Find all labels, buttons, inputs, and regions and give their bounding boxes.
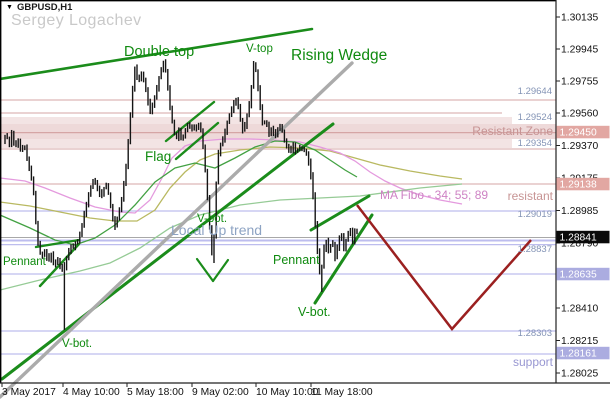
symbol-text: GBPUSD,H1 [16,2,73,13]
y-tick-label: 1.28025 [561,369,598,380]
price-badge-label: 1.29138 [560,180,597,191]
symbol-label[interactable]: ▼ GBPUSD,H1 [6,2,72,13]
annotation-v-bot-: V-bot. [298,305,331,319]
y-tick-label: 1.30135 [561,13,598,24]
annotation-v-bot-: V-bot. [197,213,227,225]
annotation-resistant: resistant [508,189,554,203]
v-mark-right[interactable] [211,258,230,283]
annotation-v-bot-: V-bot. [62,338,92,350]
level-price-label: 1.28303 [518,328,552,339]
candlesticks [4,59,358,330]
annotation-flag: Flag [145,149,171,164]
y-tick-label: 1.29560 [561,109,598,120]
v-mark-left[interactable] [195,257,215,283]
level-price-label: 1.29354 [518,138,552,149]
price-badge [556,125,610,139]
pennant2-lower-line[interactable] [313,213,374,305]
price-badge-label: 1.29450 [560,128,597,139]
ma-long-curve [0,183,463,291]
level-price-label: 1.29019 [518,209,552,220]
annotation-pennant: Pennant [273,253,320,267]
y-tick-label: 1.28985 [561,206,598,217]
y-tick-label: 1.28410 [561,304,598,315]
price-badge-label: 1.28161 [560,349,597,360]
price-badge [556,230,610,244]
annotation-pennant: Pennant [3,256,47,268]
x-tick-label: 4 May 10:00 [63,387,120,398]
x-tick-label: 11 May 18:00 [311,387,373,398]
annotation-double-top: Double top [124,44,194,60]
upper-wedge-line[interactable] [0,27,314,81]
annotation-rising-wedge: Rising Wedge [291,47,387,64]
y-tick-label: 1.29945 [561,45,598,56]
annotation-local-up-trend: Local Up trend [171,222,262,238]
y-tick-label: 1.29755 [561,77,598,88]
x-tick-label: 10 May 10:00 [256,387,319,398]
watermark: Sergey Logachev [11,12,142,29]
time-axis[interactable]: 3 May 2017 4 May 10:00 5 May 18:00 9 May 02… [0,382,610,398]
level-price-label: 1.28837 [518,244,552,255]
local-up-trendline[interactable] [0,122,335,381]
y-tick-label: 1.28790 [561,239,598,250]
price-badge [556,177,610,191]
y-tick-label: 1.29370 [561,141,598,152]
annotation-ma-fibo-34-55-89: MA Fibo - 34; 55; 89 [380,188,488,202]
price-badge-label: 1.28841 [560,233,597,244]
price-axis[interactable]: 1.30135 1.29945 1.29755 1.29560 1.29370 1.291… [555,0,610,383]
x-tick-label: 5 May 18:00 [127,387,184,398]
ma-89-curve [0,146,463,222]
price-badge [556,267,610,281]
annotation-v-top: V-top [246,43,273,55]
annotation-support: support [513,355,554,369]
level-price-label: 1.29524 [518,112,552,123]
gray-trendline[interactable] [0,61,354,399]
x-tick-label: 9 May 02:00 [192,387,249,398]
annotation-resistant-zone: Resistant Zone [472,124,553,138]
price-badge-label: 1.28635 [560,270,597,281]
pennant2-upper-line[interactable] [309,194,371,232]
pennant1-upper-line[interactable] [34,238,81,249]
y-tick-label: 1.28215 [561,336,598,347]
bearish-projection[interactable] [356,204,532,331]
x-tick-label: 3 May 2017 [2,387,56,398]
level-price-label: 1.29644 [518,86,552,97]
price-badge [556,346,610,360]
flag-lower-line[interactable] [174,121,220,161]
dropdown-arrow-icon: ▼ [6,4,13,11]
